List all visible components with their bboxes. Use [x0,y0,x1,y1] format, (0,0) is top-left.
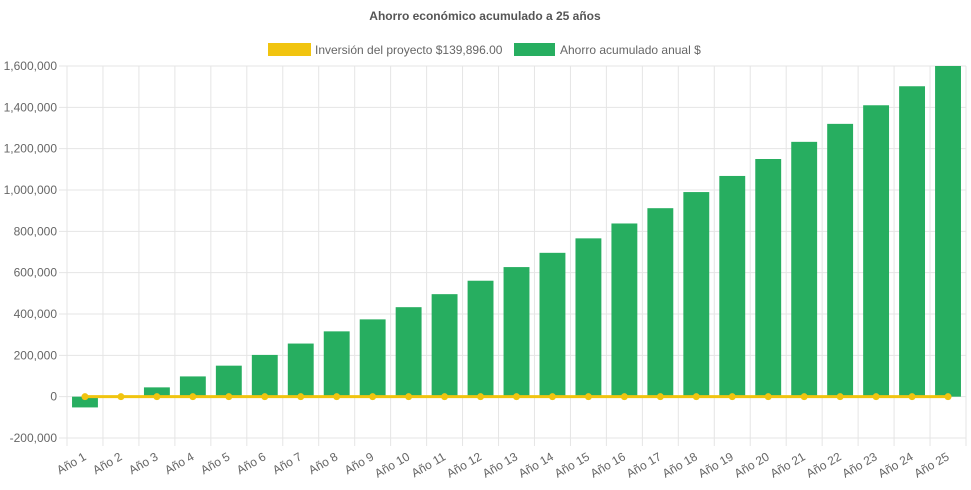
x-tick-label: Año 20 [732,449,772,480]
ahorro-bar [863,105,890,397]
x-tick-label: Año 17 [624,449,664,480]
ahorro-bar [539,252,566,397]
x-tick-label: Año 3 [126,449,160,477]
x-tick-label: Año 7 [270,449,304,477]
inversion-point [620,393,628,401]
x-tick-label: Año 6 [234,449,268,477]
inversion-point [405,393,413,401]
x-tick-label: Año 2 [90,449,124,477]
line-series [81,393,952,401]
ahorro-bar [683,192,710,397]
x-tick-label: Año 1 [54,449,88,477]
inversion-point [81,393,89,401]
inversion-point [728,393,736,401]
x-tick-label: Año 9 [342,449,376,477]
y-tick-label: 400,000 [14,307,58,321]
legend-label-inversion[interactable]: Inversión del proyecto $139,896.00 [315,43,503,57]
inversion-point [764,393,772,401]
inversion-point [548,393,556,401]
x-tick-label: Año 12 [444,449,484,480]
x-axis-ticks: Año 1 Año 2 Año 3 Año 4 Año 5 Año 6 Año 7 Año 8… [54,449,951,480]
ahorro-bar [719,175,746,397]
inversion-point [908,393,916,401]
y-tick-label: 1,000,000 [4,183,58,197]
ahorro-bar [72,396,98,408]
y-tick-label: 1,400,000 [4,100,58,114]
bar-series [72,66,961,408]
ahorro-bar [323,331,350,397]
inversion-point [261,393,269,401]
ahorro-bar [251,354,278,397]
inversion-point [441,393,449,401]
inversion-point [584,393,592,401]
ahorro-bar [359,319,386,397]
ahorro-bar [899,86,926,397]
x-tick-label: Año 15 [552,449,592,480]
chart-title: Ahorro económico acumulado a 25 años [369,9,601,23]
ahorro-bar [395,307,422,397]
y-tick-label: 800,000 [14,224,58,238]
x-tick-label: Año 13 [480,449,520,480]
x-tick-label: Año 10 [372,449,412,480]
ahorro-bar [431,294,458,397]
inversion-point [369,393,377,401]
inversion-point [692,393,700,401]
inversion-point [836,393,844,401]
x-tick-label: Año 21 [768,449,808,480]
ahorro-bar [827,123,854,397]
x-tick-label: Año 23 [840,449,880,480]
legend-swatch-inversion [268,43,311,56]
inversion-point [225,393,233,401]
inversion-point [153,393,161,401]
ahorro-bar [215,365,242,397]
inversion-point [872,393,880,401]
ahorro-bar [611,223,638,397]
y-tick-label: 1,200,000 [4,142,58,156]
ahorro-bar [755,159,782,397]
y-tick-label: -200,000 [10,431,58,445]
y-tick-label: 0 [50,390,57,404]
x-tick-label: Año 16 [588,449,628,480]
grid [59,65,967,446]
y-axis-ticks: 1,600,000 1,400,000 1,200,000 1,000,000 800,… [4,59,58,445]
inversion-point [513,393,520,401]
y-tick-label: 200,000 [14,348,58,362]
inversion-point [800,393,808,401]
ahorro-bar [287,343,314,397]
x-tick-label: Año 24 [876,449,916,480]
x-tick-label: Año 22 [804,449,844,480]
legend-label-ahorro[interactable]: Ahorro acumulado anual $ [560,43,701,57]
ahorro-bar [179,376,206,397]
ahorro-bar [575,238,602,397]
x-tick-label: Año 4 [162,449,196,477]
inversion-point [333,393,341,401]
inversion-point [297,393,305,401]
legend-swatch-ahorro [514,43,555,56]
ahorro-bar [935,66,961,397]
x-tick-label: Año 19 [696,449,736,480]
ahorro-bar [503,267,530,397]
ahorro-bar [791,141,818,397]
x-tick-label: Año 25 [912,449,952,480]
inversion-point [477,393,485,401]
inversion-point [117,393,125,401]
x-tick-label: Año 18 [660,449,700,480]
x-tick-label: Año 14 [516,449,556,480]
y-tick-label: 1,600,000 [4,59,58,73]
ahorro-bar [467,280,494,397]
inversion-point [189,393,197,401]
inversion-point [944,393,952,401]
legend[interactable]: Inversión del proyecto $139,896.00 Ahorr… [268,43,701,57]
x-tick-label: Año 5 [198,449,232,477]
ahorro-bar [143,387,170,397]
x-tick-label: Año 8 [306,449,340,477]
y-tick-label: 600,000 [14,266,58,280]
ahorro-bar [647,208,674,397]
inversion-point [656,393,664,401]
x-tick-label: Año 11 [409,449,448,480]
